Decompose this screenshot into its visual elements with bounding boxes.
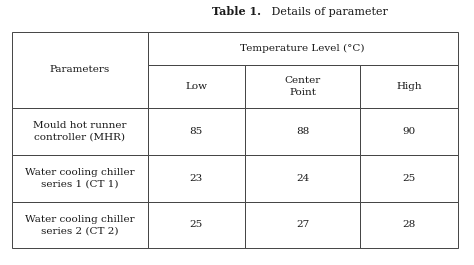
- Bar: [12, 32, 147, 108]
- Bar: [148, 32, 458, 65]
- Text: High: High: [396, 82, 422, 91]
- Bar: [148, 108, 245, 155]
- Bar: [148, 65, 245, 108]
- Bar: [148, 155, 245, 202]
- Text: 90: 90: [402, 127, 416, 136]
- Bar: [360, 65, 458, 108]
- Text: Details of parameter: Details of parameter: [268, 7, 388, 17]
- Bar: [12, 155, 147, 202]
- Bar: [360, 202, 458, 248]
- Text: Water cooling chiller
series 2 (CT 2): Water cooling chiller series 2 (CT 2): [25, 215, 135, 235]
- Text: Table 1.: Table 1.: [212, 6, 262, 17]
- Text: 85: 85: [190, 127, 203, 136]
- Bar: [360, 108, 458, 155]
- Bar: [245, 155, 360, 202]
- Text: 27: 27: [296, 220, 310, 229]
- Text: 88: 88: [296, 127, 310, 136]
- Text: Mould hot runner
controller (MHR): Mould hot runner controller (MHR): [33, 121, 127, 142]
- Bar: [360, 155, 458, 202]
- Text: 25: 25: [402, 174, 416, 183]
- Bar: [245, 202, 360, 248]
- Bar: [245, 108, 360, 155]
- Text: Low: Low: [185, 82, 207, 91]
- Bar: [12, 202, 147, 248]
- Text: 23: 23: [190, 174, 203, 183]
- Bar: [245, 65, 360, 108]
- Text: Water cooling chiller
series 1 (CT 1): Water cooling chiller series 1 (CT 1): [25, 168, 135, 189]
- Text: Temperature Level (°C): Temperature Level (°C): [240, 44, 365, 53]
- Text: Parameters: Parameters: [50, 65, 110, 74]
- Text: Center
Point: Center Point: [284, 76, 321, 97]
- Bar: [148, 202, 245, 248]
- Bar: [12, 108, 147, 155]
- Text: 24: 24: [296, 174, 310, 183]
- Text: 28: 28: [402, 220, 416, 229]
- Text: 25: 25: [190, 220, 203, 229]
